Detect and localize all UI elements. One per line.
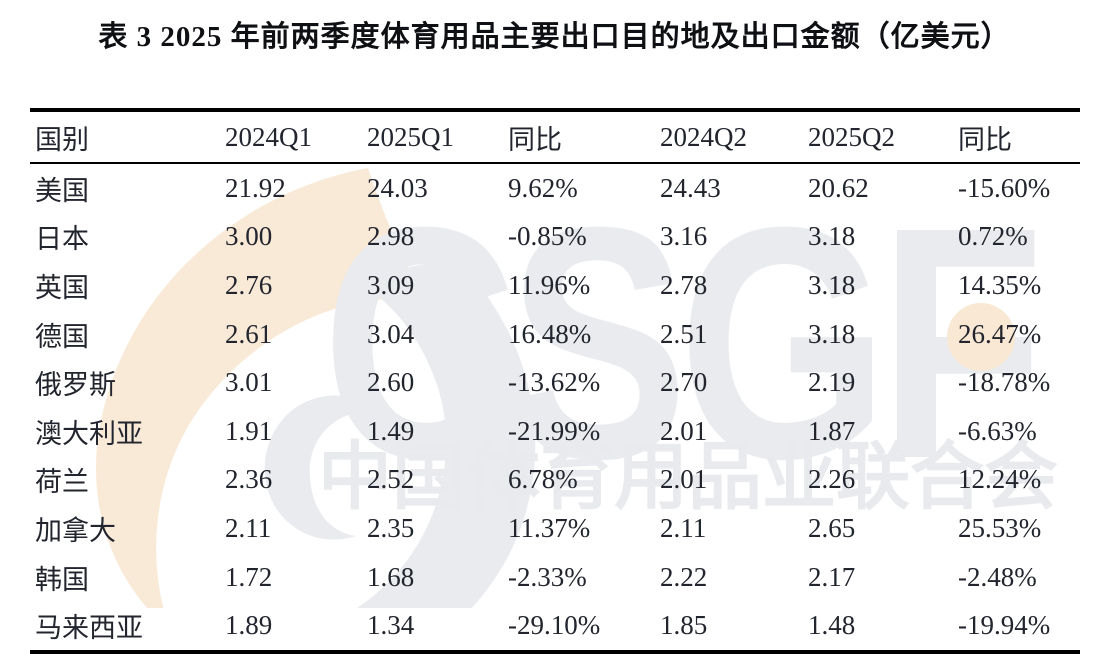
table-cell: -13.62%	[508, 367, 601, 398]
table-cell: 2.17	[808, 561, 856, 592]
row-label: 马来西亚	[35, 613, 143, 644]
row-label: 英国	[35, 272, 89, 303]
table-cell: 9.62%	[508, 172, 578, 203]
export-table: 国别 2024Q1 2025Q1 同比 2024Q2 2025Q2 同比 美国 …	[30, 108, 1080, 654]
row-label: 德国	[35, 321, 89, 352]
table-cell: 3.16	[660, 221, 708, 252]
table-cell: 3.04	[367, 318, 415, 349]
table-cell: 11.96%	[508, 269, 591, 300]
table-cell: 3.01	[225, 367, 273, 398]
table-cell: 2.78	[660, 269, 708, 300]
table-cell: 2.26	[808, 464, 856, 495]
table-cell: 1.87	[808, 415, 856, 446]
row-label: 日本	[35, 224, 89, 255]
column-header-country: 国别	[30, 112, 220, 164]
table-cell: 1.72	[225, 561, 273, 592]
table-cell: -0.85%	[508, 221, 587, 252]
table-cell: 3.18	[808, 269, 856, 300]
table-cell: 2.61	[225, 318, 273, 349]
table-cell: 2.01	[660, 464, 708, 495]
table-cell: -2.33%	[508, 561, 587, 592]
table-cell: 2.65	[808, 512, 856, 543]
table-cell: 3.18	[808, 318, 856, 349]
table-cell: 26.47%	[958, 318, 1042, 349]
table-cell: 1.49	[367, 415, 415, 446]
table-cell: 24.03	[367, 172, 428, 203]
table-cell: 2.22	[660, 561, 708, 592]
column-header-yoy-q2: 同比	[953, 112, 1080, 164]
column-header-2025q2: 2025Q2	[803, 112, 953, 164]
table-cell: 2.60	[367, 367, 415, 398]
table-cell: 16.48%	[508, 318, 592, 349]
table-cell: -21.99%	[508, 415, 601, 446]
table-cell: 24.43	[660, 172, 721, 203]
table-cell: 2.36	[225, 464, 273, 495]
table-cell: -29.10%	[508, 610, 601, 641]
table-cell: 11.37%	[508, 512, 591, 543]
table-cell: 2.01	[660, 415, 708, 446]
table-cell: 20.62	[808, 172, 869, 203]
table-cell: -2.48%	[958, 561, 1037, 592]
row-label: 韩国	[35, 564, 89, 595]
table-cell: 12.24%	[958, 464, 1042, 495]
column-header-2024q2: 2024Q2	[655, 112, 803, 164]
table-cell: -18.78%	[958, 367, 1051, 398]
table-cell: 2.51	[660, 318, 708, 349]
table-cell: 1.91	[225, 415, 273, 446]
row-label: 加拿大	[35, 515, 116, 546]
table-cell: 14.35%	[958, 269, 1042, 300]
table-cell: 1.89	[225, 610, 273, 641]
column-header-yoy-q1: 同比	[503, 112, 655, 164]
row-label: 俄罗斯	[35, 370, 116, 401]
column-header-2024q1: 2024Q1	[220, 112, 362, 164]
row-label: 荷兰	[35, 467, 89, 498]
table-cell: 3.18	[808, 221, 856, 252]
table-cell: 25.53%	[958, 512, 1042, 543]
table-cell: 1.34	[367, 610, 415, 641]
table-cell: 1.48	[808, 610, 856, 641]
table-cell: 6.78%	[508, 464, 578, 495]
row-label: 美国	[35, 175, 89, 206]
table-cell: 2.52	[367, 464, 415, 495]
table-cell: -6.63%	[958, 415, 1037, 446]
table-cell: 2.98	[367, 221, 415, 252]
table-cell: 2.11	[225, 512, 272, 543]
table-cell: 2.11	[660, 512, 707, 543]
table-cell: 3.00	[225, 221, 273, 252]
column-header-2025q1: 2025Q1	[362, 112, 503, 164]
row-label: 澳大利亚	[35, 418, 143, 449]
table-cell: 1.68	[367, 561, 415, 592]
table-cell: 0.72%	[958, 221, 1028, 252]
table-title: 表 3 2025 年前两季度体育用品主要出口目的地及出口金额（亿美元）	[98, 21, 1011, 53]
table-cell: 2.70	[660, 367, 708, 398]
table-cell: 2.19	[808, 367, 856, 398]
table-cell: 2.76	[225, 269, 273, 300]
table-cell: -15.60%	[958, 172, 1051, 203]
table-cell: -19.94%	[958, 610, 1051, 641]
table-cell: 2.35	[367, 512, 415, 543]
table-cell: 3.09	[367, 269, 415, 300]
table-cell: 21.92	[225, 172, 286, 203]
table-cell: 1.85	[660, 610, 708, 641]
